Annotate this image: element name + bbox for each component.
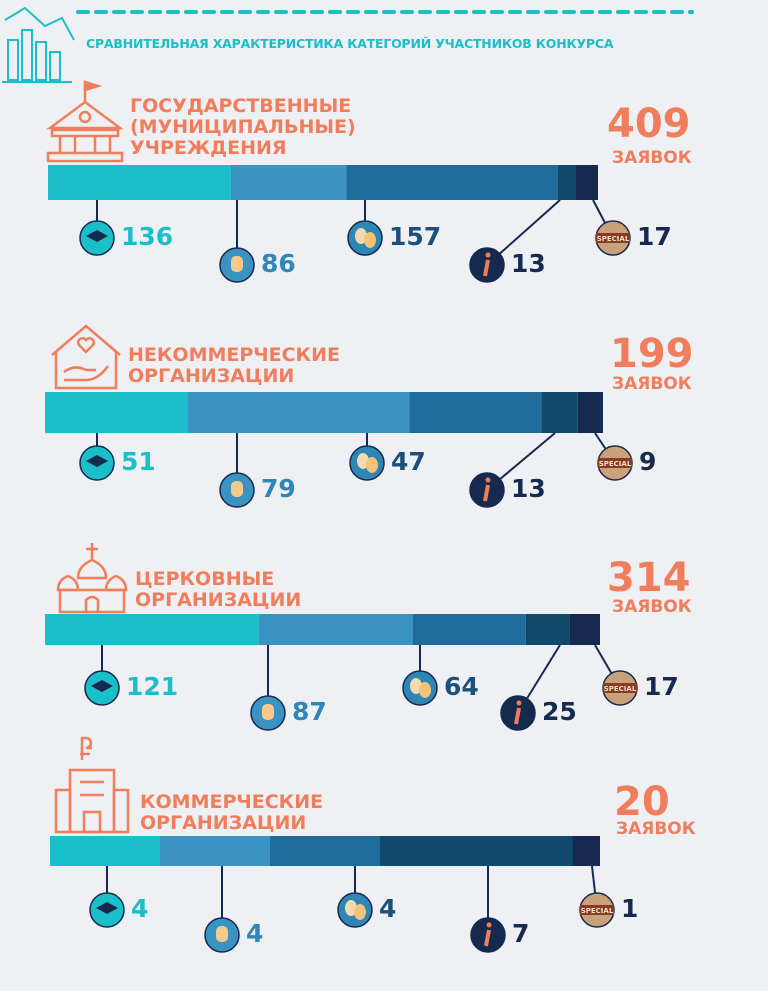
bar-segment (160, 836, 270, 866)
segment-label: 17 (637, 222, 672, 251)
segment-label: 4 (246, 919, 264, 948)
bar-segment (50, 836, 160, 866)
hand-icon (231, 481, 243, 497)
category-name: ОРГАНИЗАЦИИ (135, 589, 302, 611)
bar-segment (346, 165, 558, 200)
total-unit: ЗАЯВОК (612, 148, 692, 168)
segment-label: 13 (511, 249, 546, 278)
category-name: ГОСУДАРСТВЕННЫЕ (130, 95, 352, 117)
total-unit: ЗАЯВОК (612, 374, 692, 394)
badge-ribbon (580, 905, 614, 915)
hand-icon (216, 926, 228, 942)
bar-segment (380, 836, 573, 866)
segment-label: 4 (379, 894, 397, 923)
segment-label: 7 (512, 919, 530, 948)
category-name: КОММЕРЧЕСКИЕ (140, 791, 324, 813)
bar-segment (557, 165, 576, 200)
hand-icon (262, 704, 274, 720)
bar-segment (412, 614, 526, 645)
badge-label: SPECIAL (599, 460, 632, 468)
segment-label: 86 (261, 249, 296, 278)
church-icon (56, 543, 128, 614)
bar-segment (541, 392, 578, 433)
badge-ribbon (603, 683, 637, 693)
badge-label: SPECIAL (604, 685, 637, 693)
office-icon (54, 736, 130, 834)
segment-label: 47 (391, 447, 426, 476)
segment-label: 136 (121, 222, 174, 251)
bar-segment (270, 836, 380, 866)
info-stem (514, 707, 521, 725)
info-stem (483, 259, 490, 277)
category-name: (МУНИЦИПАЛЬНЫЕ) (130, 116, 356, 138)
info-stem (483, 484, 490, 502)
badge-label: SPECIAL (581, 907, 614, 915)
cap-icon (96, 902, 118, 914)
bar-segment (48, 165, 231, 200)
info-dot (485, 477, 491, 483)
category-name: ЦЕРКОВНЫЕ (135, 568, 275, 590)
mask-icon (366, 457, 378, 473)
category-name: УЧРЕЖДЕНИЯ (130, 137, 287, 159)
segment-label: 79 (261, 474, 296, 503)
info-dot (486, 922, 492, 928)
header-icon (2, 6, 75, 83)
house-icon (51, 324, 121, 390)
bar-segment (188, 392, 410, 433)
segment-label: 9 (639, 447, 657, 476)
segment-label: 64 (444, 672, 479, 701)
category-icons (46, 80, 130, 834)
building-icon (46, 80, 124, 163)
bar-segment (525, 614, 570, 645)
segment-label: 157 (389, 222, 442, 251)
bar-segment (575, 165, 598, 200)
segment-label: 121 (126, 672, 179, 701)
info-dot (516, 700, 522, 706)
bar-segment (45, 614, 259, 645)
category-name: НЕКОММЕРЧЕСКИЕ (128, 344, 340, 366)
segment-label: 25 (542, 697, 577, 726)
total-unit: ЗАЯВОК (612, 597, 692, 617)
total-count: 409 (607, 101, 691, 147)
bar-segment (409, 392, 542, 433)
segment-label: 17 (644, 672, 679, 701)
total-count: 314 (607, 555, 691, 601)
badge-ribbon (596, 233, 630, 243)
segment-label: 87 (292, 697, 327, 726)
bar-segment (569, 614, 600, 645)
segment-label: 4 (131, 894, 149, 923)
cap-icon (86, 230, 108, 242)
total-unit: ЗАЯВОК (616, 819, 696, 839)
badge-label: SPECIAL (597, 235, 630, 243)
category-name: ОРГАНИЗАЦИИ (128, 365, 295, 387)
info-stem (484, 929, 491, 947)
mask-icon (419, 682, 431, 698)
title: СРАВНИТЕЛЬНАЯ ХАРАКТЕРИСТИКА КАТЕГОРИЙ У… (86, 36, 614, 51)
segment-label: 1 (621, 894, 639, 923)
info-dot (485, 252, 491, 258)
bar-segment (230, 165, 347, 200)
bar-segment (258, 614, 413, 645)
total-count: 199 (610, 331, 694, 377)
bar-segment (572, 836, 600, 866)
cap-icon (86, 455, 108, 467)
hand-icon (231, 256, 243, 272)
bar-segment (45, 392, 189, 433)
mask-icon (364, 232, 376, 248)
category-name: ОРГАНИЗАЦИИ (140, 812, 307, 834)
bar-segment (577, 392, 603, 433)
badge-ribbon (598, 458, 632, 468)
total-count: 20 (614, 779, 670, 825)
segment-label: 51 (121, 447, 156, 476)
cap-icon (91, 680, 113, 692)
mask-icon (354, 904, 366, 920)
segment-label: 13 (511, 474, 546, 503)
